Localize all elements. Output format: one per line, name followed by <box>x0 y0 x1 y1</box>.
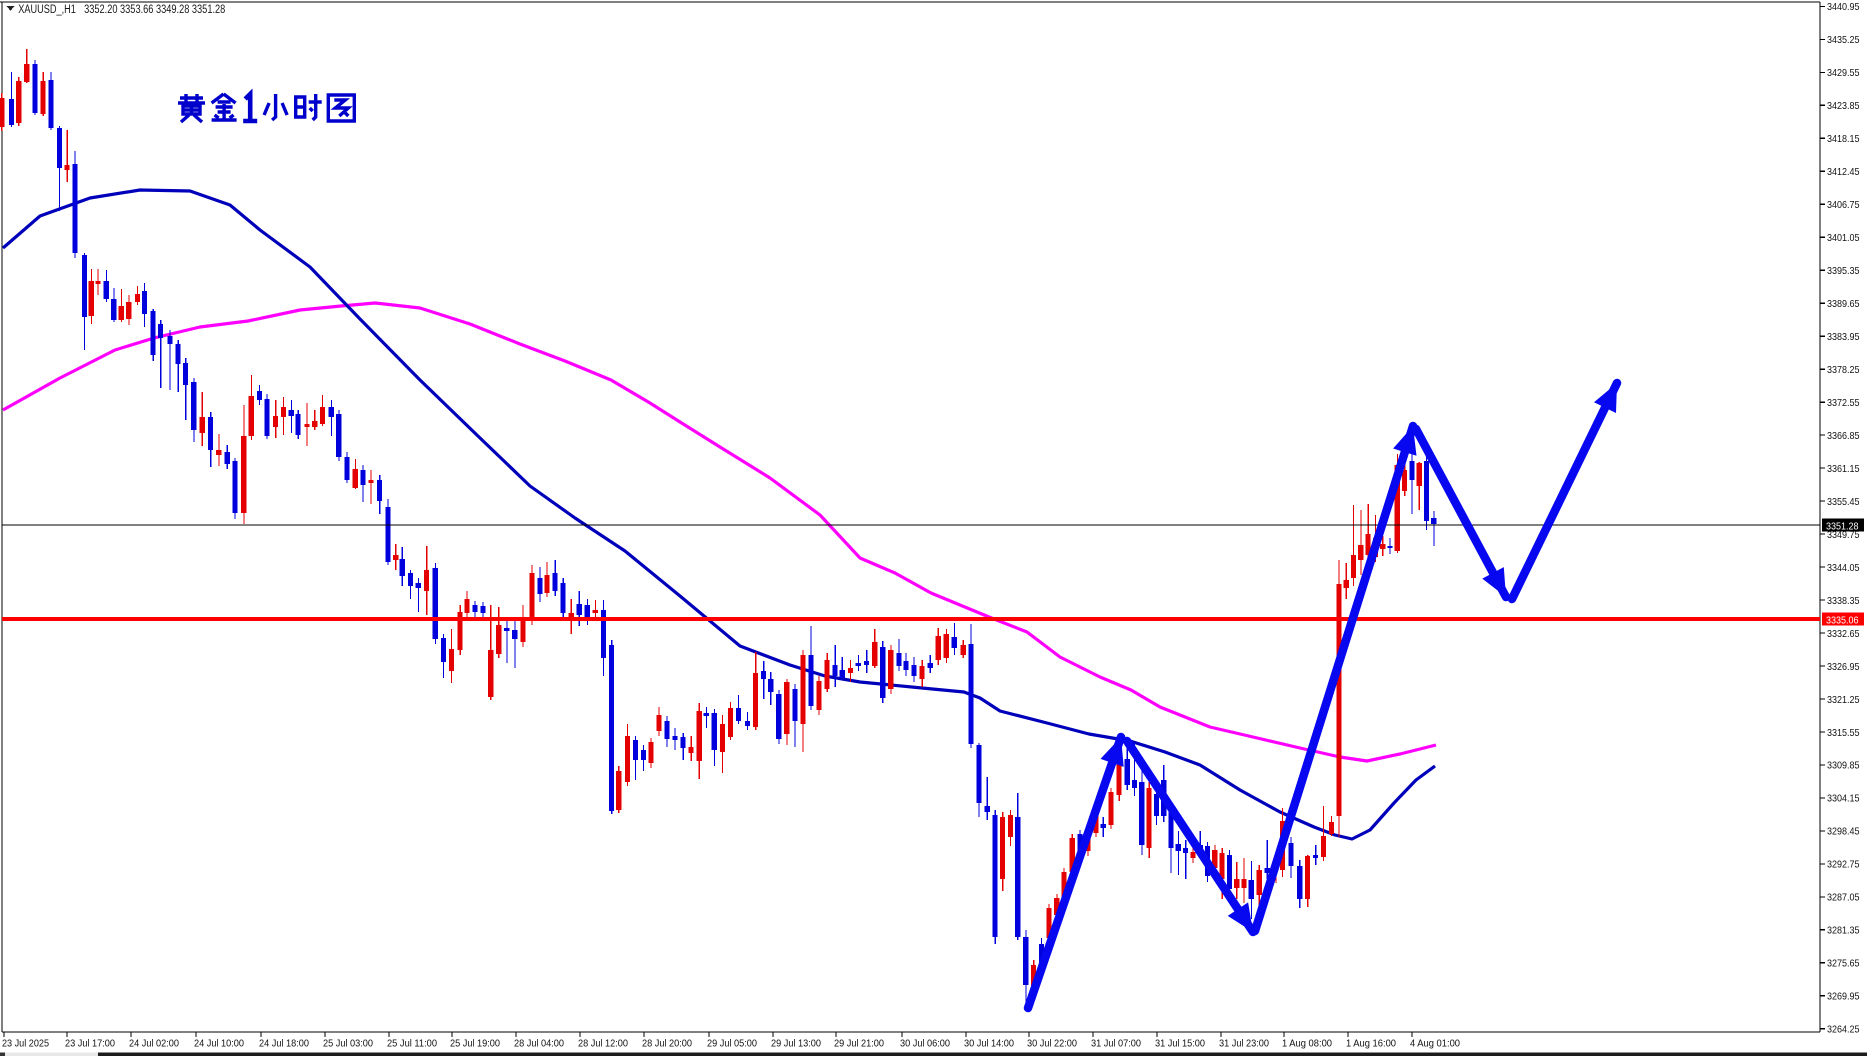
svg-text:3372.55: 3372.55 <box>1827 397 1860 409</box>
svg-text:3269.95: 3269.95 <box>1827 991 1860 1003</box>
svg-text:29 Jul 13:00: 29 Jul 13:00 <box>771 1038 821 1050</box>
svg-text:XAUUSD_,H1: XAUUSD_,H1 <box>18 4 76 16</box>
svg-text:3435.25: 3435.25 <box>1827 34 1860 46</box>
svg-text:25 Jul 19:00: 25 Jul 19:00 <box>450 1038 500 1050</box>
svg-text:3378.25: 3378.25 <box>1827 364 1860 376</box>
svg-text:3383.95: 3383.95 <box>1827 331 1860 343</box>
svg-text:3315.55: 3315.55 <box>1827 727 1860 739</box>
svg-text:3287.05: 3287.05 <box>1827 892 1860 904</box>
svg-text:3304.15: 3304.15 <box>1827 793 1860 805</box>
svg-text:30 Jul 06:00: 30 Jul 06:00 <box>900 1038 950 1050</box>
svg-text:24 Jul 02:00: 24 Jul 02:00 <box>129 1038 179 1050</box>
svg-text:23 Jul 17:00: 23 Jul 17:00 <box>65 1038 115 1050</box>
svg-text:3332.65: 3332.65 <box>1827 628 1860 640</box>
svg-text:3366.85: 3366.85 <box>1827 430 1860 442</box>
svg-text:3344.05: 3344.05 <box>1827 562 1860 574</box>
svg-text:3423.85: 3423.85 <box>1827 100 1860 112</box>
svg-text:1 Aug 16:00: 1 Aug 16:00 <box>1346 1038 1396 1050</box>
svg-text:3326.95: 3326.95 <box>1827 661 1860 673</box>
svg-text:31 Jul 23:00: 31 Jul 23:00 <box>1219 1038 1269 1050</box>
svg-text:3412.45: 3412.45 <box>1827 166 1860 178</box>
svg-text:29 Jul 21:00: 29 Jul 21:00 <box>834 1038 884 1050</box>
svg-text:3355.45: 3355.45 <box>1827 496 1860 508</box>
svg-text:1 Aug 08:00: 1 Aug 08:00 <box>1282 1038 1332 1050</box>
svg-text:3349.75: 3349.75 <box>1827 529 1860 541</box>
svg-text:3275.65: 3275.65 <box>1827 958 1860 970</box>
svg-text:28 Jul 04:00: 28 Jul 04:00 <box>514 1038 564 1050</box>
svg-text:3335.06: 3335.06 <box>1826 614 1859 626</box>
svg-text:3406.75: 3406.75 <box>1827 199 1860 211</box>
svg-text:4 Aug 01:00: 4 Aug 01:00 <box>1410 1038 1460 1050</box>
svg-text:3351.28: 3351.28 <box>1826 520 1859 532</box>
svg-text:30 Jul 22:00: 30 Jul 22:00 <box>1027 1038 1077 1050</box>
svg-text:3429.55: 3429.55 <box>1827 67 1860 79</box>
svg-text:3309.85: 3309.85 <box>1827 760 1860 772</box>
svg-text:3281.35: 3281.35 <box>1827 925 1860 937</box>
svg-text:3298.45: 3298.45 <box>1827 826 1860 838</box>
svg-text:24 Jul 10:00: 24 Jul 10:00 <box>194 1038 244 1050</box>
svg-text:31 Jul 07:00: 31 Jul 07:00 <box>1091 1038 1141 1050</box>
svg-text:3389.65: 3389.65 <box>1827 298 1860 310</box>
svg-text:25 Jul 03:00: 25 Jul 03:00 <box>323 1038 373 1050</box>
svg-text:23 Jul 2025: 23 Jul 2025 <box>2 1038 49 1050</box>
svg-text:3264.25: 3264.25 <box>1827 1024 1860 1036</box>
svg-text:3321.25: 3321.25 <box>1827 694 1860 706</box>
svg-text:29 Jul 05:00: 29 Jul 05:00 <box>707 1038 757 1050</box>
svg-text:3440.95: 3440.95 <box>1827 1 1860 13</box>
svg-text:3401.05: 3401.05 <box>1827 232 1860 244</box>
svg-text:3418.15: 3418.15 <box>1827 133 1860 145</box>
svg-text:24 Jul 18:00: 24 Jul 18:00 <box>259 1038 309 1050</box>
svg-text:31 Jul 15:00: 31 Jul 15:00 <box>1155 1038 1205 1050</box>
svg-text:3338.35: 3338.35 <box>1827 595 1860 607</box>
svg-text:30 Jul 14:00: 30 Jul 14:00 <box>964 1038 1014 1050</box>
svg-text:25 Jul 11:00: 25 Jul 11:00 <box>387 1038 437 1050</box>
svg-text:3352.20 3353.66 3349.28 3351.2: 3352.20 3353.66 3349.28 3351.28 <box>84 4 225 16</box>
svg-text:3361.15: 3361.15 <box>1827 463 1860 475</box>
svg-text:3395.35: 3395.35 <box>1827 265 1860 277</box>
svg-text:3292.75: 3292.75 <box>1827 859 1860 871</box>
svg-text:28 Jul 12:00: 28 Jul 12:00 <box>578 1038 628 1050</box>
svg-text:28 Jul 20:00: 28 Jul 20:00 <box>642 1038 692 1050</box>
